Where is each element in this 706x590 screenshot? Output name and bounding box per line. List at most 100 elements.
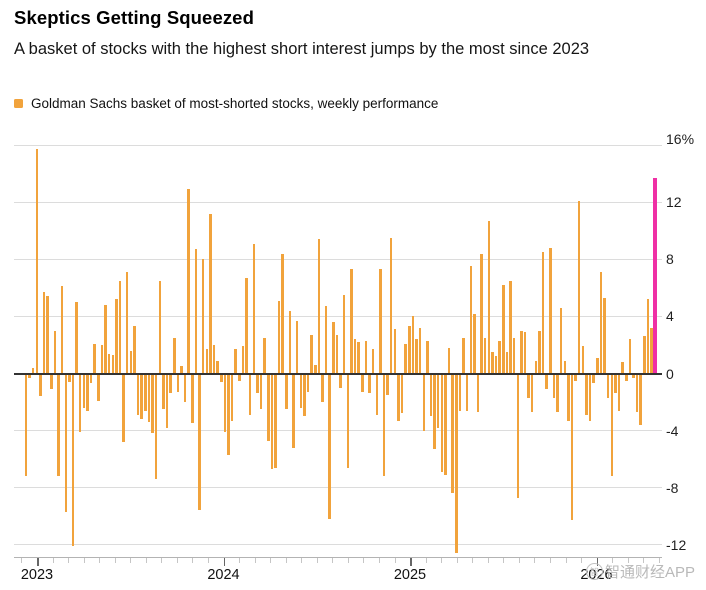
bar: [458, 373, 462, 411]
page-title: Skeptics Getting Squeezed: [14, 7, 254, 28]
x-axis-label-2024: 2024: [207, 566, 240, 583]
bar: [201, 259, 205, 374]
bar: [169, 373, 172, 394]
bar: [469, 266, 473, 374]
bar: [100, 344, 104, 374]
bar: [371, 349, 375, 374]
bar: [93, 343, 96, 374]
bar: [350, 269, 353, 374]
bar: [321, 373, 324, 403]
bar: [404, 343, 407, 374]
bar: [581, 346, 585, 374]
bar: [187, 189, 190, 374]
bar: [220, 373, 223, 383]
x-axis-year-tick: [596, 557, 599, 566]
bar: [270, 373, 274, 470]
bar: [122, 373, 125, 442]
bar: [502, 285, 505, 374]
bar: [252, 243, 256, 374]
x-axis-month-tick: [130, 557, 132, 563]
x-axis-month-tick: [301, 557, 303, 563]
x-axis-month-tick: [472, 557, 474, 563]
bar: [154, 373, 158, 480]
gridline-4: [14, 315, 662, 317]
x-axis-month-tick: [612, 557, 614, 563]
y-axis-label-0: 0: [666, 365, 674, 382]
bar: [303, 373, 306, 417]
x-axis-month-tick: [145, 557, 147, 563]
x-axis-month-tick: [658, 557, 660, 563]
bar: [592, 373, 595, 384]
bar: [335, 334, 339, 374]
bar: [361, 373, 364, 393]
bar: [129, 350, 133, 374]
x-axis-month-tick: [363, 557, 365, 563]
bar: [162, 373, 165, 410]
bar: [538, 330, 541, 374]
bar: [505, 352, 509, 374]
bar: [248, 373, 252, 415]
y-axis-label--8: -8: [666, 479, 679, 496]
bar: [68, 373, 71, 383]
bar: [487, 220, 491, 374]
bar: [382, 373, 386, 477]
bar: [389, 237, 393, 374]
x-axis-month-tick: [456, 557, 458, 563]
bar: [418, 327, 422, 374]
bar: [299, 373, 303, 408]
watermark-logo-icon: 智: [586, 563, 603, 580]
bar: [606, 373, 610, 398]
bar: [198, 373, 201, 511]
bar: [563, 360, 567, 374]
bar: [650, 327, 653, 374]
bar: [118, 280, 122, 374]
bar: [158, 280, 162, 374]
x-axis-month-tick: [21, 557, 23, 563]
bar: [64, 373, 68, 512]
bar: [512, 337, 516, 374]
bar: [364, 340, 368, 374]
bar: [523, 332, 527, 374]
bar: [267, 373, 270, 441]
bar: [125, 272, 129, 374]
bar: [483, 337, 487, 374]
bar: [639, 373, 642, 425]
bar: [494, 356, 498, 374]
bar: [451, 373, 454, 494]
bar: [415, 339, 418, 374]
bar: [42, 292, 46, 374]
legend: Goldman Sachs basket of most-shorted sto…: [14, 96, 438, 111]
bar: [614, 373, 617, 394]
bar: [476, 373, 480, 413]
bar: [491, 352, 494, 374]
bar: [646, 299, 650, 374]
bar: [310, 334, 313, 374]
x-axis-label-2025: 2025: [393, 566, 427, 583]
x-axis-month-tick: [176, 557, 178, 563]
bar: [263, 337, 266, 374]
zero-baseline: [14, 372, 662, 375]
x-axis-month-tick: [270, 557, 272, 563]
bar: [332, 322, 335, 374]
bar: [339, 373, 342, 388]
x-axis-year-tick: [37, 557, 39, 566]
bar: [585, 373, 588, 415]
x-axis-month-tick: [83, 557, 85, 563]
bar: [516, 373, 520, 498]
bar: [314, 364, 317, 374]
legend-swatch-orange: [14, 99, 23, 108]
bar: [559, 307, 563, 374]
bar: [104, 305, 107, 374]
bar: [133, 326, 136, 374]
bar: [86, 373, 89, 411]
bar: [165, 373, 169, 428]
bar: [180, 366, 183, 374]
bar: [147, 373, 151, 423]
bar: [245, 277, 248, 374]
gridline--12: [14, 544, 662, 546]
x-axis-month-tick: [378, 557, 380, 563]
bar: [97, 373, 100, 401]
bar: [386, 373, 389, 395]
bar: [50, 373, 53, 390]
bar: [173, 337, 176, 374]
